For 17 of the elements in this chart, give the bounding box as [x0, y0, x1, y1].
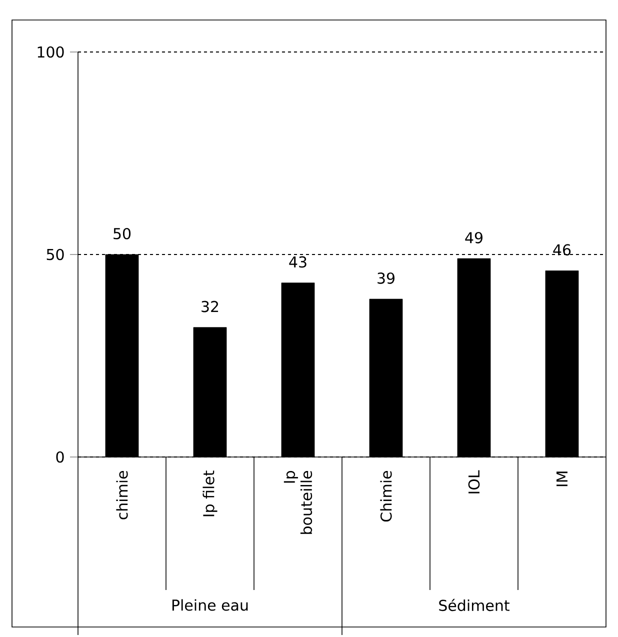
data-label: 43	[289, 256, 306, 268]
x-tick-label: Ip bouteille	[284, 470, 312, 534]
data-label: 50	[114, 228, 131, 240]
data-label: 49	[465, 232, 482, 244]
x-tick-label: Ip filet	[202, 470, 218, 516]
x-tick-label: IM	[556, 472, 568, 486]
y-tick-label: 100	[38, 46, 64, 58]
text: Sédiment	[439, 598, 510, 612]
x-tick-label: Chimie	[380, 471, 392, 522]
x-tick-label: IOL	[468, 470, 480, 494]
y-tick-label: 0	[56, 451, 64, 463]
data-label: 32	[202, 300, 218, 312]
text: Pleine eau	[172, 599, 248, 611]
x-tick-label: chimie	[116, 470, 128, 520]
data-label: 46	[553, 244, 571, 256]
y-tick-label: 50	[46, 248, 64, 260]
data-label: 39	[378, 272, 394, 284]
